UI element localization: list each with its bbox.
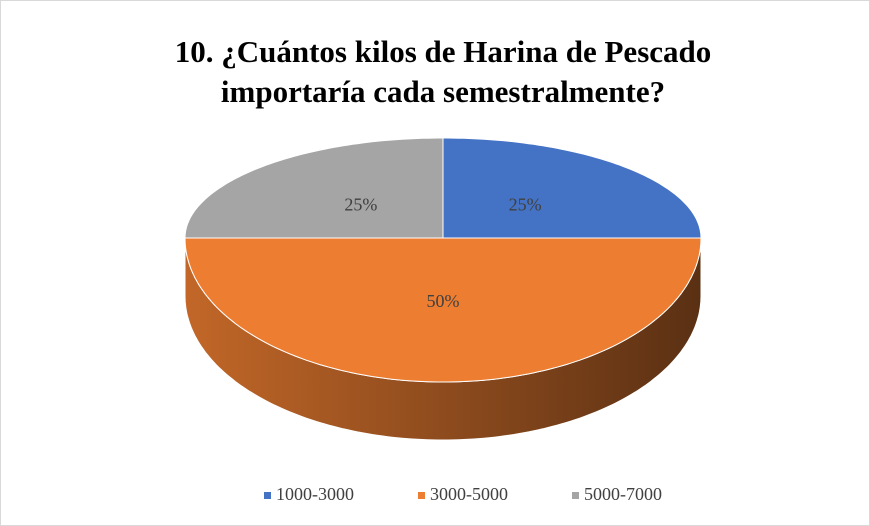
slice xyxy=(184,237,702,383)
slice xyxy=(442,137,702,239)
data-label: 50% xyxy=(427,291,460,311)
chart-title: 10. ¿Cuántos kilos de Harina de Pescado … xyxy=(174,34,712,109)
data-label: 25% xyxy=(509,194,542,214)
legend-marker xyxy=(418,492,425,499)
legend-label: 5000-7000 xyxy=(584,484,662,504)
legend-marker xyxy=(264,492,271,499)
legend-marker xyxy=(572,492,579,499)
legend-label: 3000-5000 xyxy=(430,484,508,504)
legend-label: 1000-3000 xyxy=(276,484,354,504)
slice xyxy=(184,137,444,239)
data-label: 25% xyxy=(344,194,377,214)
